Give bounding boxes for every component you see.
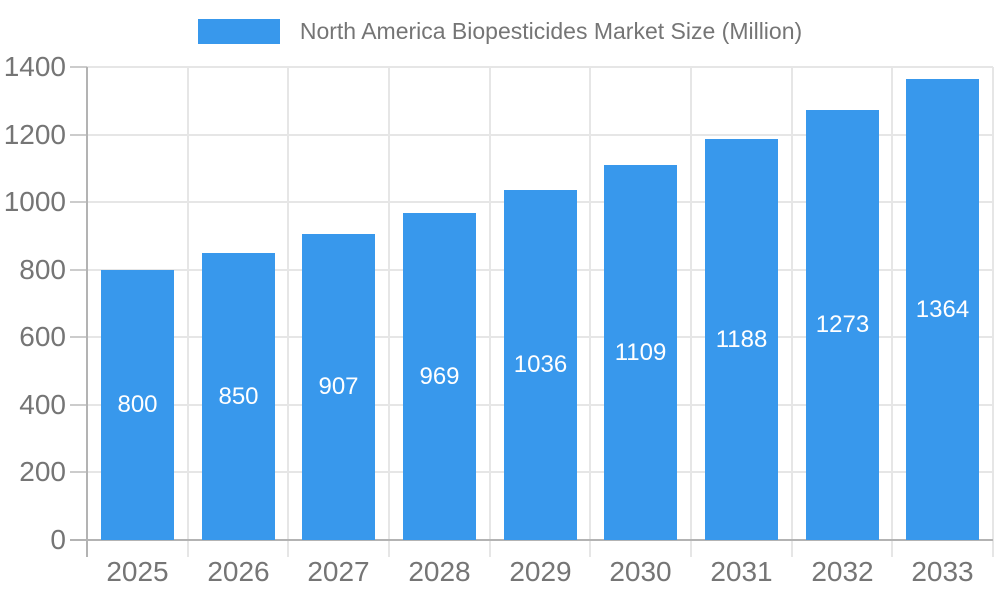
legend-swatch-icon [197,19,280,44]
bar-value-label: 1109 [614,338,667,366]
bar-value-label: 1036 [513,351,568,378]
bar-2029: 1036 [504,190,577,540]
y-tick [70,404,87,406]
y-axis-label-400: 400 [19,389,66,420]
y-tick [70,201,87,203]
bar-2031: 1188 [705,139,778,540]
gridline-vertical [891,67,893,557]
x-axis-label-2025: 2025 [106,556,169,587]
gridline-vertical [287,67,289,557]
x-axis-label-2033: 2033 [911,556,974,587]
legend: North America Biopesticides Market Size … [0,18,1000,45]
y-axis-line [86,67,88,557]
gridline-vertical [791,67,793,557]
gridline-horizontal [87,66,993,68]
y-tick [70,269,87,271]
y-axis-label-600: 600 [19,321,66,352]
y-axis-label-800: 800 [19,254,66,285]
bar-value-label: 1364 [915,295,970,323]
y-axis-label-1400: 1400 [3,51,66,82]
y-tick [70,336,87,338]
y-tick [70,134,87,136]
x-axis-label-2030: 2030 [609,556,672,587]
x-axis-label-2029: 2029 [509,556,572,587]
bar-2026: 850 [202,253,275,540]
gridline-vertical [690,67,692,557]
bar-2033: 1364 [906,79,979,540]
y-axis-label-200: 200 [19,456,66,487]
bar-value-label: 850 [218,382,259,410]
gridline-vertical [388,67,390,557]
gridline-vertical [489,67,491,557]
x-axis-line [70,539,993,541]
bar-2032: 1273 [806,110,879,540]
x-axis-label-2031: 2031 [710,556,773,587]
x-axis-label-2027: 2027 [307,556,370,587]
y-tick [70,66,87,68]
x-axis-label-2028: 2028 [408,556,471,587]
x-axis-label-2026: 2026 [207,556,270,587]
legend-label: North America Biopesticides Market Size … [299,18,803,44]
y-axis-label-1200: 1200 [3,119,66,150]
bar-2028: 969 [403,213,476,540]
gridline-vertical [992,67,994,557]
bar-2030: 1109 [604,165,677,540]
gridline-vertical [187,67,189,557]
bar-value-label: 800 [117,391,158,418]
legend-item[interactable]: North America Biopesticides Market Size … [197,18,803,45]
bar-value-label: 1188 [715,325,768,353]
y-axis-label-1000: 1000 [3,186,66,217]
bar-value-label: 1273 [815,311,870,338]
bar-value-label: 907 [318,373,359,400]
y-axis-label-0: 0 [50,524,66,555]
bar-value-label: 969 [419,362,460,390]
x-axis-label-2032: 2032 [811,556,874,587]
bar-2027: 907 [302,234,375,540]
bar-2025: 800 [101,270,174,540]
y-tick [70,471,87,473]
gridline-vertical [589,67,591,557]
gridline-horizontal [87,134,993,136]
